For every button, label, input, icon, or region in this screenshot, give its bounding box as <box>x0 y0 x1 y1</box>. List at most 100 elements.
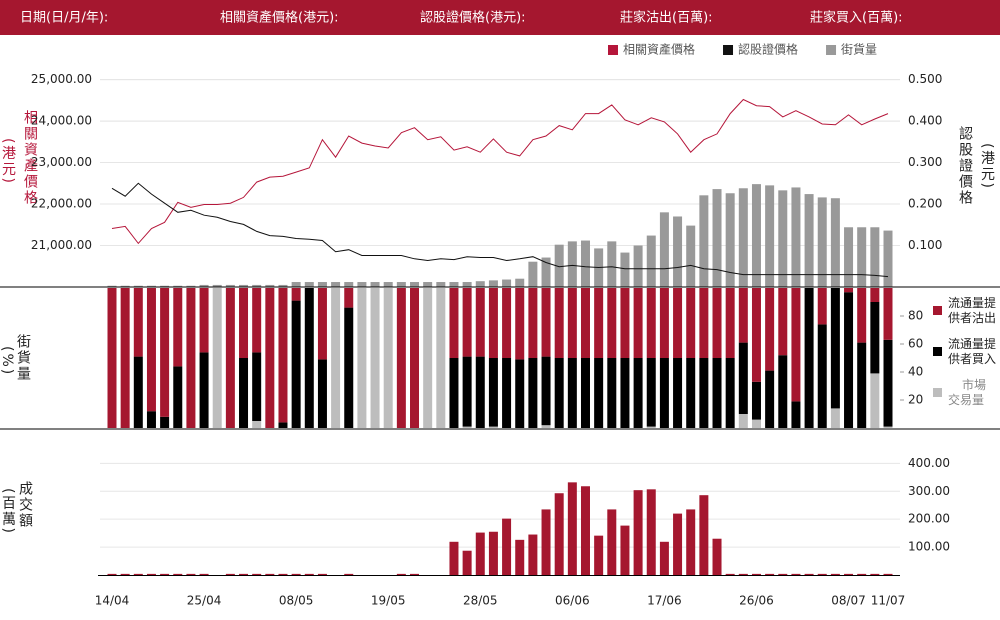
street-volume-bar <box>199 284 209 287</box>
share-bar-segment <box>449 358 459 428</box>
share-bar-segment <box>291 288 301 301</box>
x-tick-label: 06/06 <box>555 594 590 608</box>
y2-tick-label: 0.400 <box>908 114 942 128</box>
share-bar-segment <box>607 358 617 428</box>
share-bar-segment <box>541 356 551 426</box>
share-bar-segment <box>344 288 354 308</box>
share-bar-segment <box>857 288 867 343</box>
share-bar-segment <box>580 288 590 358</box>
y-tick-label: 22,000.00 <box>31 197 92 211</box>
legend-swatch <box>826 45 837 55</box>
street-volume-bar <box>804 194 814 287</box>
street-volume-bar <box>580 240 590 287</box>
y-axis-unit: (港元) <box>0 138 16 185</box>
street-volume-bar <box>607 241 617 287</box>
street-volume-bar <box>212 284 222 287</box>
legend-label: 相關資產價格 <box>623 42 695 57</box>
y2-tick-label: 0.200 <box>908 197 942 211</box>
turnover-bar <box>528 534 538 575</box>
street-volume-bar <box>528 261 538 287</box>
share-bar-segment <box>265 288 275 428</box>
turnover-bar <box>673 513 683 575</box>
share-bar-segment <box>554 288 564 358</box>
share-bar-segment <box>778 355 788 428</box>
share-bar-segment <box>633 288 643 358</box>
share-bar-segment <box>383 288 393 428</box>
street-volume-bar <box>160 285 170 287</box>
y2-tick-label: 0.100 <box>908 238 942 252</box>
share-bar-segment <box>554 358 564 428</box>
street-volume-bar <box>133 285 143 287</box>
share-bar-segment <box>278 422 288 428</box>
x-tick-label: 26/06 <box>739 594 774 608</box>
turnover-bar <box>725 573 735 575</box>
turnover-bar <box>844 573 854 575</box>
share-bar-segment <box>817 324 827 428</box>
street-volume-bar <box>712 189 722 287</box>
share-bar-segment <box>844 288 854 293</box>
turnover-bar <box>778 573 788 575</box>
turnover-bar <box>304 573 314 575</box>
share-bar-segment <box>488 426 498 428</box>
share-bar-segment <box>883 339 893 427</box>
share-bar-segment <box>528 288 538 358</box>
street-volume-bar <box>870 227 880 287</box>
share-bar-segment <box>791 401 801 428</box>
street-volume-bar <box>278 284 288 287</box>
share-bar-segment <box>462 288 472 357</box>
street-volume-bar <box>554 244 564 287</box>
share-bar-segment <box>488 358 498 427</box>
turnover-bar <box>488 531 498 575</box>
y-tick-label: 23,000.00 <box>31 155 92 169</box>
share-bar-segment <box>160 288 170 417</box>
street-volume-bar <box>462 282 472 287</box>
share-bar-segment <box>751 288 761 382</box>
street-volume-bar <box>699 195 709 287</box>
street-volume-bar <box>146 285 156 287</box>
turnover-bar <box>265 573 275 575</box>
street-volume-bar <box>765 185 775 287</box>
share-bar-segment <box>870 373 880 428</box>
turnover-bar <box>554 493 564 575</box>
turnover-bar <box>594 535 604 575</box>
share-bar-segment <box>646 358 656 427</box>
street-volume-bar <box>725 193 735 287</box>
street-volume-bar <box>738 188 748 287</box>
share-bar-segment <box>541 288 551 357</box>
share-bar-segment <box>633 358 643 428</box>
x-tick-label: 14/04 <box>95 594 130 608</box>
street-volume-bar <box>423 282 433 287</box>
share-bar-segment <box>370 288 380 428</box>
share-bar-segment <box>133 288 143 357</box>
share-bar-segment <box>646 426 656 428</box>
y-axis-label: 成交額 <box>17 481 33 529</box>
share-bar-segment <box>120 288 130 428</box>
header-label: 認股證價格(港元): <box>420 10 526 26</box>
share-bar-segment <box>146 411 156 428</box>
turnover-bar <box>449 541 459 575</box>
turnover-bar <box>633 490 643 575</box>
share-bar-segment <box>712 288 722 358</box>
y-tick-label: 25,000.00 <box>31 72 92 86</box>
turnover-bar <box>791 573 801 575</box>
share-bar-segment <box>686 288 696 358</box>
turnover-bar <box>580 486 590 575</box>
turnover-bar <box>712 538 722 575</box>
share-bar-segment <box>186 288 196 428</box>
street-volume-bar <box>410 282 420 287</box>
y2-tick-label: 400.00 <box>908 456 950 470</box>
share-bar-segment <box>239 288 249 358</box>
turnover-bar <box>765 573 775 575</box>
street-volume-bar <box>633 245 643 287</box>
turnover-bar <box>107 573 117 575</box>
share-bar-segment <box>830 288 840 409</box>
legend-swatch <box>933 306 942 315</box>
street-volume-bar <box>186 285 196 287</box>
share-bar-segment <box>449 288 459 358</box>
share-bar-segment <box>699 358 709 428</box>
street-volume-bar <box>646 235 656 287</box>
street-volume-bar <box>830 198 840 287</box>
turnover-bar <box>515 539 525 575</box>
share-bar-segment <box>331 288 341 428</box>
y-axis-unit: (%) <box>0 346 15 376</box>
